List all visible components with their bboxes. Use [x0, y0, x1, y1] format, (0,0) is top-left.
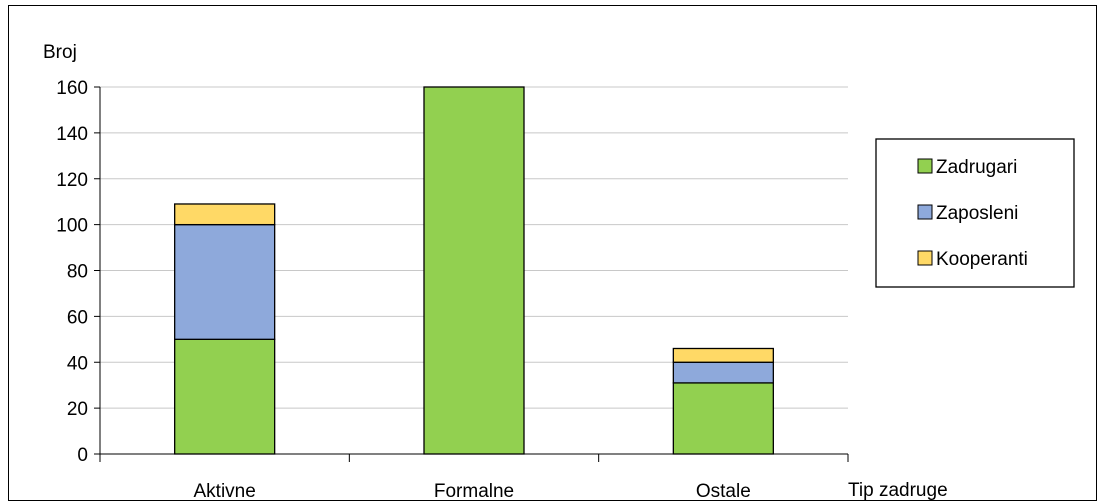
x-category-label: Aktivne	[194, 481, 256, 502]
legend-label-kooperanti: Kooperanti	[936, 249, 1028, 270]
x-category-label: Ostale	[696, 481, 751, 502]
y-tick-label: 100	[56, 216, 88, 237]
bar-zaposleni-ostale	[672, 361, 774, 384]
x-category-label: Formalne	[434, 481, 514, 502]
chart-frame	[8, 5, 1097, 501]
legend-swatch-zaposleni	[917, 204, 933, 220]
legend-swatch-zadrugari	[917, 158, 933, 174]
x-axis-title: Tip zadruge	[848, 480, 948, 501]
y-tick-label: 20	[67, 399, 88, 420]
legend-swatch-kooperanti	[917, 250, 933, 266]
y-tick-label: 40	[67, 353, 88, 374]
bar-zadrugari-aktivne	[174, 338, 276, 455]
y-tick-label: 0	[77, 445, 88, 466]
x-category-labels: Aktivne Formalne Ostale	[194, 481, 751, 502]
y-tick-label: 140	[56, 124, 88, 145]
bar-kooperanti-ostale	[672, 347, 774, 363]
y-axis-title: Broj	[43, 42, 77, 63]
bar-zaposleni-aktivne	[174, 223, 276, 340]
y-tick-label: 60	[67, 307, 88, 328]
y-tick-label: 160	[56, 78, 88, 99]
legend-label-zadrugari: Zadrugari	[936, 157, 1017, 178]
bar-zadrugari-ostale	[672, 382, 774, 455]
y-tick-label: 120	[56, 170, 88, 191]
axes	[94, 86, 849, 462]
y-tick-labels: 0 20 40 60 80 100 120 140 160	[56, 78, 88, 466]
legend-box	[875, 138, 1075, 288]
bar-zadrugari-formalne	[423, 86, 525, 455]
y-tick-label: 80	[67, 262, 88, 283]
legend-label-zaposleni: Zaposleni	[936, 203, 1018, 224]
legend: Zadrugari Zaposleni Kooperanti	[875, 138, 1075, 288]
bar-kooperanti-aktivne	[174, 203, 276, 226]
bars	[174, 86, 774, 455]
